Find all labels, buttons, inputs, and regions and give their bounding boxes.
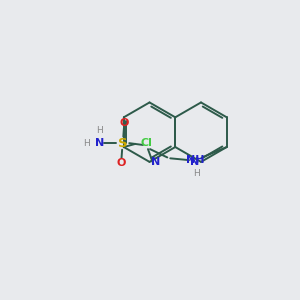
Text: S: S bbox=[118, 137, 128, 150]
Text: H: H bbox=[193, 169, 200, 178]
Text: N: N bbox=[151, 158, 160, 167]
Text: Cl: Cl bbox=[140, 138, 152, 148]
Text: N: N bbox=[94, 138, 104, 148]
Text: H: H bbox=[96, 126, 103, 135]
Text: NH: NH bbox=[186, 155, 205, 165]
Text: O: O bbox=[116, 158, 126, 168]
Text: H: H bbox=[83, 139, 89, 148]
Text: O: O bbox=[120, 118, 129, 128]
Text: N: N bbox=[190, 158, 200, 167]
